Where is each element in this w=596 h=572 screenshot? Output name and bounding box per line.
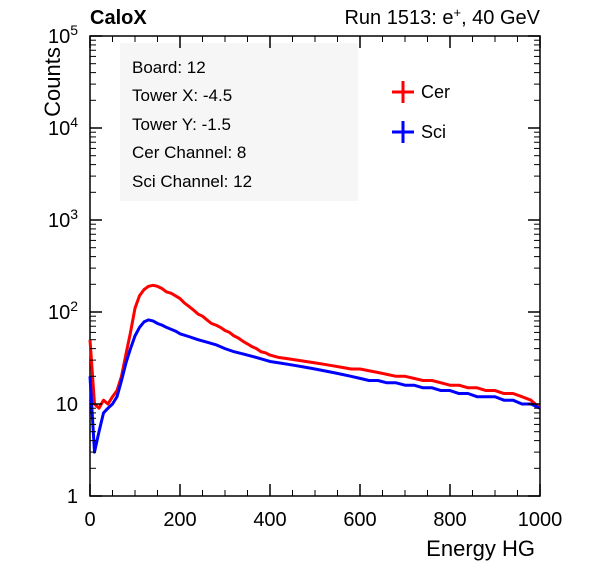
run-label-superscript: +	[453, 5, 461, 20]
y-tick-label-exponent: 3	[70, 206, 78, 222]
sci-series-line	[88, 318, 541, 454]
info-line: Sci Channel: 12	[132, 172, 252, 191]
x-axis-title: Energy HG	[426, 536, 535, 561]
run-label: Run 1513: e+, 40 GeV	[344, 5, 540, 29]
info-box	[120, 43, 358, 201]
y-tick-label: 103	[48, 206, 78, 232]
y-tick-label: 1	[67, 486, 78, 508]
info-lines: Board: 12 Tower X: -4.5 Tower Y: -1.5 Cer C…	[132, 58, 252, 191]
x-tick-label: 200	[163, 509, 196, 531]
experiment-label: CaloX	[90, 7, 147, 29]
x-tick-label: 800	[433, 509, 466, 531]
y-axis-title: Counts	[40, 47, 65, 117]
cer-legend-label: Cer	[421, 82, 450, 102]
x-tick-label: 1000	[518, 509, 563, 531]
cer-series-line	[88, 283, 541, 410]
y-tick-label: 102	[48, 298, 78, 324]
legend: Cer Sci	[392, 81, 450, 143]
y-tick-label-base: 10	[48, 302, 70, 324]
y-tick-label: 104	[48, 114, 78, 140]
y-tick-label-base: 10	[48, 210, 70, 232]
info-line: Tower X: -4.5	[132, 86, 232, 105]
x-tick-label: 600	[343, 509, 376, 531]
sci-legend-label: Sci	[421, 122, 446, 142]
y-tick-label-exponent: 5	[70, 22, 78, 38]
y-tick-label-base: 10	[48, 26, 70, 48]
y-tick-label-base: 10	[48, 118, 70, 140]
y-tick-label: 105	[48, 22, 78, 48]
series-layer	[88, 283, 541, 454]
x-axis-ticks: 0 200 400 600 800 1000	[84, 36, 562, 531]
chart-header: CaloX Run 1513: e+, 40 GeV	[90, 5, 541, 29]
y-tick-label-exponent: 4	[70, 114, 78, 130]
y-tick-label-exponent: 2	[70, 298, 78, 314]
y-tick-label-base: 10	[56, 394, 78, 416]
info-line: Board: 12	[132, 58, 206, 77]
info-line: Tower Y: -1.5	[132, 115, 231, 134]
y-tick-label: 10	[56, 394, 78, 416]
x-tick-label: 0	[84, 509, 95, 531]
run-label-prefix: Run 1513: e	[344, 7, 453, 29]
y-tick-label-base: 1	[67, 486, 78, 508]
info-line: Cer Channel: 8	[132, 143, 246, 162]
run-label-suffix: , 40 GeV	[461, 7, 541, 29]
x-tick-label: 400	[253, 509, 286, 531]
